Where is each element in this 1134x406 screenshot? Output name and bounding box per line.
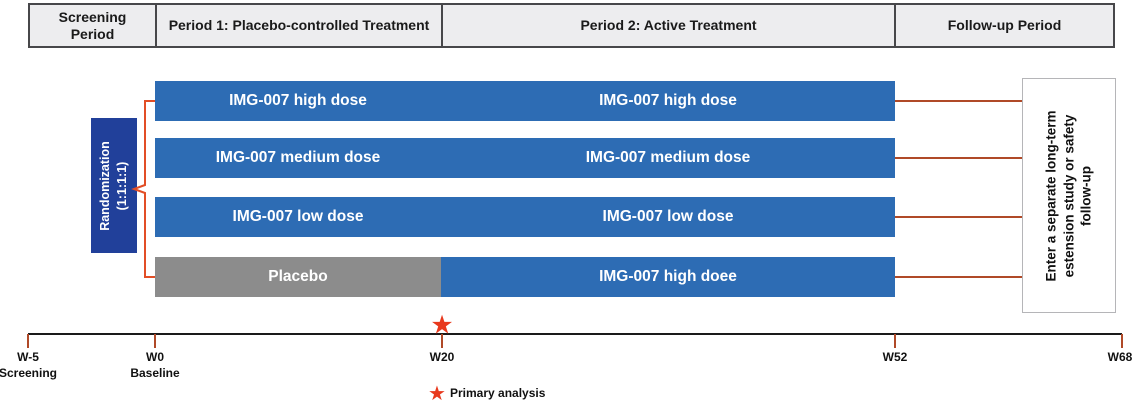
header-label: Period 2: Active Treatment: [580, 17, 757, 34]
tick-w20: [441, 334, 443, 348]
followup-extension-box: Enter a separate long-term estension stu…: [1022, 78, 1116, 313]
arm1-period1-label: IMG-007 high dose: [229, 92, 367, 109]
tick-w68: [1121, 334, 1123, 348]
followup-line2: estension study or safety: [1061, 114, 1077, 277]
arm-bar-placebo: Placebo: [155, 257, 441, 297]
arm4-period1-label: Placebo: [268, 268, 328, 285]
connector-arm1: [895, 100, 1022, 102]
timeline-sublabel-baseline: Baseline: [130, 366, 180, 380]
header-label: Period 1: Placebo-controlled Treatment: [168, 17, 430, 34]
followup-line3: follow-up: [1078, 165, 1094, 226]
connector-arm2: [895, 157, 1022, 159]
arm-bar-placebo-to-active: IMG-007 high doee: [441, 257, 895, 297]
period-header-row: Screening Period Period 1: Placebo-contr…: [28, 3, 1115, 48]
timeline-label-w-5: W-5: [17, 350, 39, 364]
connector-arm4: [895, 276, 1022, 278]
arm2-period2-label: IMG-007 medium dose: [585, 149, 751, 166]
header-label: Screening Period: [58, 8, 127, 42]
header-label: Follow-up Period: [947, 17, 1062, 34]
header-cell-screening: Screening Period: [30, 5, 155, 46]
randomization-box: Randomization (1:1:1:1): [91, 118, 137, 253]
arm2-period1-label: IMG-007 medium dose: [215, 149, 381, 166]
connector-arm3: [895, 216, 1022, 218]
arm-bar-low-dose: IMG-007 low dose IMG-007 low dose: [155, 197, 895, 237]
timeline-label-w68: W68: [1107, 350, 1133, 364]
tick-w0: [154, 334, 156, 348]
arm4-period2-label: IMG-007 high doee: [599, 268, 737, 285]
followup-extension-label: Enter a separate long-term estension stu…: [1043, 78, 1096, 313]
randomization-label: Randomization (1:1:1:1): [97, 118, 131, 253]
followup-line1: Enter a separate long-term: [1043, 109, 1059, 282]
arm1-period2-label: IMG-007 high dose: [599, 92, 737, 109]
arm3-period1-label: IMG-007 low dose: [232, 208, 364, 225]
timeline-sublabel-screening: Screening: [0, 366, 58, 380]
timeline-axis: [28, 333, 1122, 335]
legend-primary-analysis-label: Primary analysis: [450, 386, 546, 400]
timeline-label-w52: W52: [882, 350, 908, 364]
randomization-line1: Randomization: [98, 140, 113, 231]
tick-w52: [894, 334, 896, 348]
legend-star-icon: ★: [428, 381, 446, 405]
header-cell-period2: Period 2: Active Treatment: [441, 5, 894, 46]
tick-w-5: [27, 334, 29, 348]
header-cell-followup: Follow-up Period: [894, 5, 1113, 46]
arm-bar-medium-dose: IMG-007 medium dose IMG-007 medium dose: [155, 138, 895, 178]
arm-bar-high-dose: IMG-007 high dose IMG-007 high dose: [155, 81, 895, 121]
randomization-bracket: [131, 100, 155, 278]
timeline-label-w0: W0: [146, 350, 164, 364]
primary-analysis-star-icon: ★: [430, 310, 454, 341]
timeline-label-w20: W20: [429, 350, 455, 364]
arm3-period2-label: IMG-007 low dose: [602, 208, 734, 225]
header-cell-period1: Period 1: Placebo-controlled Treatment: [155, 5, 441, 46]
